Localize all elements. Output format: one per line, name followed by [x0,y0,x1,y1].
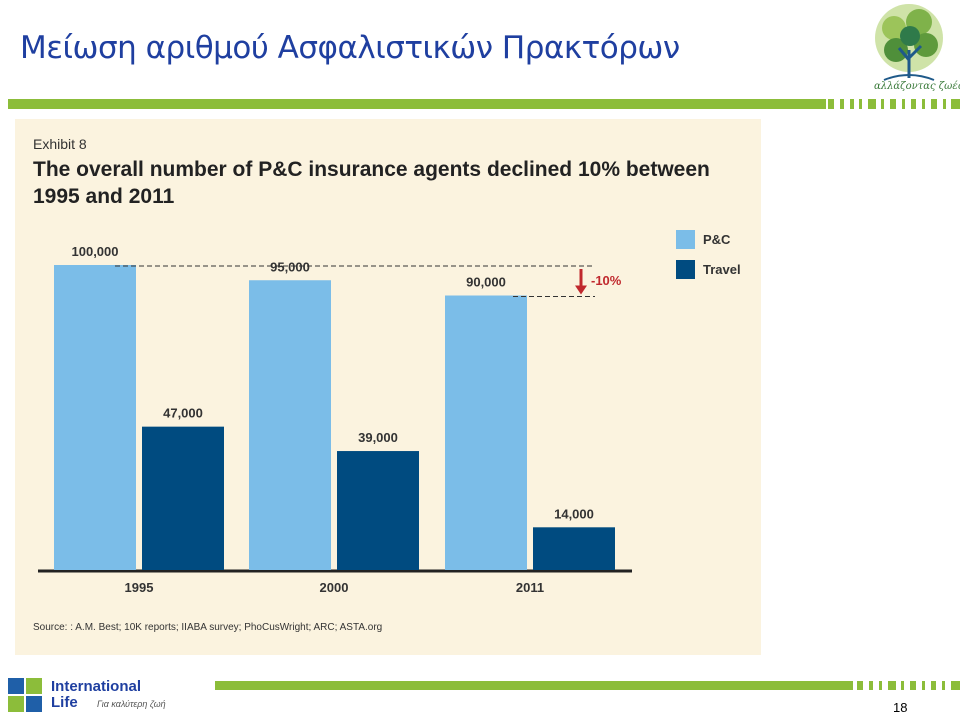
legend-swatch-travel [676,259,695,279]
bar-2011-pc [445,295,527,570]
chart-headline: The overall number of P&C insurance agen… [33,158,710,208]
brand-name: International Life [51,679,141,711]
bar-1995-pc [54,265,136,570]
legend-label-travel: Travel [703,261,741,277]
page-number: 18 [893,700,908,715]
chart-legend: P&C Travel [676,229,741,289]
exhibit-label: Exhibit 8 [33,136,87,152]
brand-tagline: Για καλύτερη ζωή [97,699,166,709]
brand-line-2: Life [51,694,78,711]
bar-value-label: 95,000 [270,259,310,274]
slide-title: Μείωση αριθμού Ασφαλιστικών Πρακτόρων [20,30,680,66]
bar-value-label: 100,000 [72,244,119,259]
bar-1995-travel [142,426,224,570]
legend-label-pc: P&C [703,231,731,247]
bar-2000-pc [249,280,331,570]
bar-value-label: 47,000 [163,406,203,421]
x-tick-label: 2011 [516,580,544,595]
legend-item-pc: P&C [676,229,741,249]
x-tick-label: 1995 [125,580,154,595]
decline-annotation: -10% [591,273,622,288]
decline-arrow-head [575,285,587,295]
bar-value-label: 39,000 [358,430,398,445]
international-life-logo: International Life Για καλύτερη ζωή [8,678,173,716]
legend-item-travel: Travel [676,259,741,279]
bar-value-label: 90,000 [466,275,506,290]
bottom-divider [215,681,960,690]
bar-value-label: 14,000 [554,506,594,521]
brand-line-1: International [51,678,142,695]
bar-2000-travel [337,451,419,570]
international-life-mark-icon [8,678,42,712]
x-tick-label: 2000 [320,580,349,595]
logo-tagline: αλλάζοντας ζωές [874,81,960,92]
chart-source: Source: : A.M. Best; 10K reports; IIABA … [33,622,383,633]
bar-chart: 100,000 47,000 1995 95,000 39,000 2000 90,000 1… [38,244,632,595]
legend-swatch-pc [676,229,695,249]
top-divider [8,99,960,109]
bar-2011-travel [533,527,615,570]
tree-logo-icon [875,4,943,81]
